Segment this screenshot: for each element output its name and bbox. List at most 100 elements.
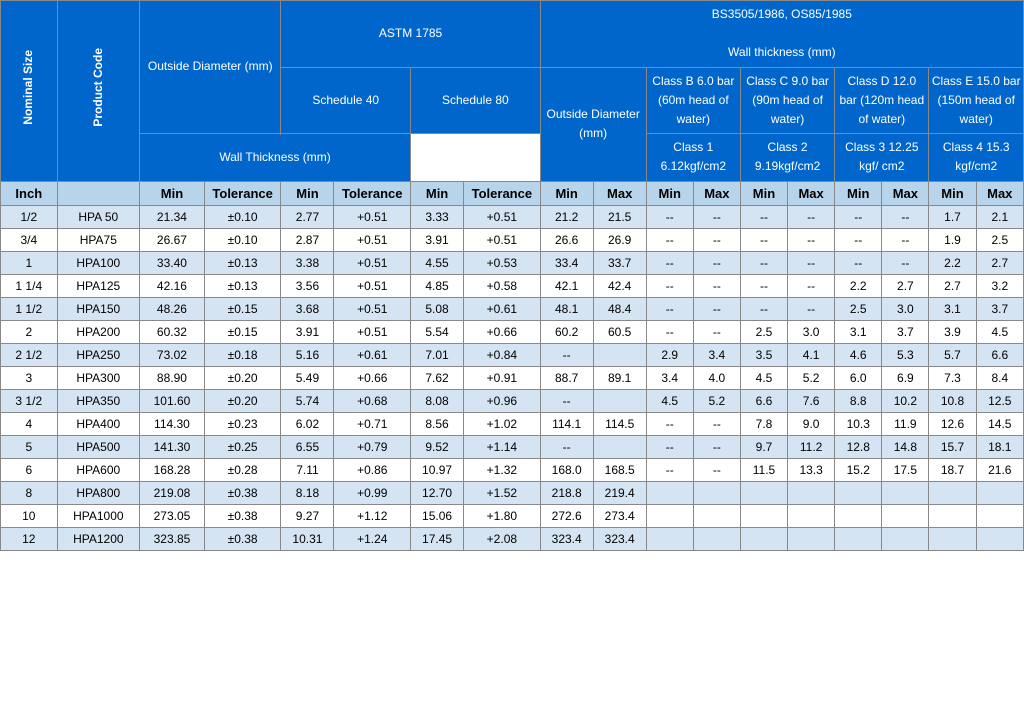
cell-od2_min: 33.4 bbox=[540, 251, 593, 274]
cell-s80_tol: +0.84 bbox=[464, 343, 541, 366]
cell-od2_max: 26.9 bbox=[593, 228, 646, 251]
cell-code: HPA500 bbox=[57, 435, 139, 458]
cell-cd_min bbox=[835, 504, 882, 527]
cell-s80_min: 9.52 bbox=[411, 435, 464, 458]
cell-cb_max: -- bbox=[693, 412, 740, 435]
cell-cb_min: -- bbox=[646, 412, 693, 435]
cell-od2_min: 60.2 bbox=[540, 320, 593, 343]
cell-cd_max: 2.7 bbox=[882, 274, 929, 297]
cell-s40_min: 2.87 bbox=[281, 228, 334, 251]
col-class3: Class 3 12.25 kgf/ cm2 bbox=[835, 134, 929, 181]
col-sched80: Schedule 80 bbox=[411, 67, 541, 134]
cell-cc_max: -- bbox=[788, 251, 835, 274]
cell-cb_min: -- bbox=[646, 228, 693, 251]
cell-cc_min bbox=[740, 504, 787, 527]
cell-od_tol: ±0.13 bbox=[204, 274, 281, 297]
cell-ce_min: 15.7 bbox=[929, 435, 976, 458]
cell-s80_tol: +0.51 bbox=[464, 205, 541, 228]
col-wall-thickness: Wall Thickness (mm) bbox=[140, 134, 411, 181]
cell-cb_max: -- bbox=[693, 228, 740, 251]
cell-od_min: 73.02 bbox=[140, 343, 205, 366]
cell-code: HPA400 bbox=[57, 412, 139, 435]
table-row: 6HPA600168.28±0.287.11+0.8610.97+1.32168… bbox=[1, 458, 1024, 481]
cell-cb_max bbox=[693, 527, 740, 550]
cell-od_min: 26.67 bbox=[140, 228, 205, 251]
cell-s80_tol: +1.80 bbox=[464, 504, 541, 527]
cell-cb_min: -- bbox=[646, 435, 693, 458]
cell-od_tol: ±0.25 bbox=[204, 435, 281, 458]
cell-s80_min: 7.62 bbox=[411, 366, 464, 389]
cell-od2_max bbox=[593, 435, 646, 458]
cell-code: HPA100 bbox=[57, 251, 139, 274]
table-row: 3/4HPA7526.67±0.102.87+0.513.91+0.5126.6… bbox=[1, 228, 1024, 251]
cell-od2_max bbox=[593, 343, 646, 366]
cell-cc_max: 7.6 bbox=[788, 389, 835, 412]
cell-cb_min bbox=[646, 527, 693, 550]
cell-s80_tol: +2.08 bbox=[464, 527, 541, 550]
cell-cd_min: 3.1 bbox=[835, 320, 882, 343]
table-row: 2 1/2HPA25073.02±0.185.16+0.617.01+0.84-… bbox=[1, 343, 1024, 366]
cell-cb_max: -- bbox=[693, 251, 740, 274]
cell-cd_min: -- bbox=[835, 228, 882, 251]
cell-od2_min: -- bbox=[540, 389, 593, 412]
cell-s80_min: 4.85 bbox=[411, 274, 464, 297]
cell-cd_max: -- bbox=[882, 251, 929, 274]
cell-ce_min: 18.7 bbox=[929, 458, 976, 481]
cell-s80_tol: +1.32 bbox=[464, 458, 541, 481]
cell-od_tol: ±0.20 bbox=[204, 366, 281, 389]
cell-inch: 4 bbox=[1, 412, 58, 435]
col-classD: Class D 12.0 bar (120m head of water) bbox=[835, 67, 929, 134]
cell-code: HPA250 bbox=[57, 343, 139, 366]
cell-cd_min: -- bbox=[835, 205, 882, 228]
cell-s40_min: 6.02 bbox=[281, 412, 334, 435]
table-row: 8HPA800219.08±0.388.18+0.9912.70+1.52218… bbox=[1, 481, 1024, 504]
cell-od2_min: 42.1 bbox=[540, 274, 593, 297]
cell-s40_min: 3.38 bbox=[281, 251, 334, 274]
cell-s80_tol: +0.61 bbox=[464, 297, 541, 320]
cell-od2_min: 88.7 bbox=[540, 366, 593, 389]
cell-od2_min: 26.6 bbox=[540, 228, 593, 251]
cell-ce_max: 21.6 bbox=[976, 458, 1023, 481]
pipe-spec-table: Nominal Size Product Code Outside Diamet… bbox=[0, 0, 1024, 551]
cell-s80_min: 3.91 bbox=[411, 228, 464, 251]
cell-s80_min: 10.97 bbox=[411, 458, 464, 481]
cell-inch: 3 1/2 bbox=[1, 389, 58, 412]
cell-cc_min: -- bbox=[740, 251, 787, 274]
cell-s40_tol: +0.51 bbox=[334, 205, 411, 228]
cell-cd_min: 6.0 bbox=[835, 366, 882, 389]
cell-ce_max: 14.5 bbox=[976, 412, 1023, 435]
cell-cd_max bbox=[882, 504, 929, 527]
col-classC: Class C 9.0 bar (90m head of water) bbox=[740, 67, 834, 134]
cell-od2_max: 89.1 bbox=[593, 366, 646, 389]
cell-cc_max: -- bbox=[788, 297, 835, 320]
cell-inch: 12 bbox=[1, 527, 58, 550]
cell-ce_min: 7.3 bbox=[929, 366, 976, 389]
cell-od_min: 48.26 bbox=[140, 297, 205, 320]
cell-cd_min: 10.3 bbox=[835, 412, 882, 435]
cell-cd_min: -- bbox=[835, 251, 882, 274]
cell-s80_min: 15.06 bbox=[411, 504, 464, 527]
cell-s80_tol: +0.96 bbox=[464, 389, 541, 412]
cell-cb_min: -- bbox=[646, 205, 693, 228]
cell-s40_tol: +0.61 bbox=[334, 343, 411, 366]
cell-od2_min: 114.1 bbox=[540, 412, 593, 435]
cell-s40_min: 5.16 bbox=[281, 343, 334, 366]
cell-od_tol: ±0.10 bbox=[204, 228, 281, 251]
cell-ce_max: 3.7 bbox=[976, 297, 1023, 320]
cell-cb_max: 5.2 bbox=[693, 389, 740, 412]
sub-inch: Inch bbox=[1, 181, 58, 205]
cell-cb_min: -- bbox=[646, 458, 693, 481]
cell-s40_min: 5.49 bbox=[281, 366, 334, 389]
cell-cd_min: 15.2 bbox=[835, 458, 882, 481]
cell-cd_max: 3.7 bbox=[882, 320, 929, 343]
cell-cc_max: 4.1 bbox=[788, 343, 835, 366]
cell-inch: 6 bbox=[1, 458, 58, 481]
table-row: 3 1/2HPA350101.60±0.205.74+0.688.08+0.96… bbox=[1, 389, 1024, 412]
cell-ce_min: 2.2 bbox=[929, 251, 976, 274]
cell-s40_min: 3.68 bbox=[281, 297, 334, 320]
cell-s40_tol: +0.86 bbox=[334, 458, 411, 481]
cell-s80_min: 3.33 bbox=[411, 205, 464, 228]
cell-s40_tol: +1.12 bbox=[334, 504, 411, 527]
cell-cd_max: -- bbox=[882, 205, 929, 228]
cell-cd_max: 3.0 bbox=[882, 297, 929, 320]
